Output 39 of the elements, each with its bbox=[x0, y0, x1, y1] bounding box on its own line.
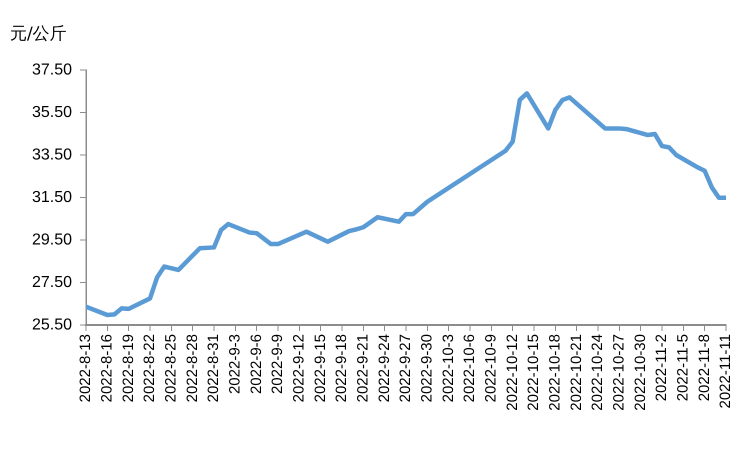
y-tick-label: 27.50 bbox=[32, 274, 72, 291]
x-tick-label: 2022-10-27 bbox=[610, 334, 628, 411]
x-tick-label: 2022-8-13 bbox=[77, 334, 94, 402]
x-tick-label: 2022-11-11 bbox=[717, 334, 734, 409]
x-tick-label: 2022-9-3 bbox=[226, 334, 244, 394]
x-tick-label: 2022-10-18 bbox=[546, 334, 564, 411]
x-tick-label: 2022-9-27 bbox=[397, 334, 414, 402]
x-tick-label: 2022-8-22 bbox=[141, 334, 158, 402]
x-tick-label: 2022-11-5 bbox=[674, 334, 692, 402]
x-tick-label: 2022-10-30 bbox=[632, 334, 649, 411]
x-tick-label: 2022-11-2 bbox=[653, 334, 670, 402]
x-tick-label: 2022-8-16 bbox=[98, 334, 116, 402]
y-tick-label: 35.50 bbox=[32, 104, 72, 121]
y-axis-title: 元/公斤 bbox=[10, 23, 67, 45]
x-tick-label: 2022-10-12 bbox=[504, 334, 521, 411]
x-tick-label: 2022-11-8 bbox=[696, 334, 713, 402]
x-tick-label: 2022-10-9 bbox=[482, 334, 500, 402]
x-tick-label: 2022-10-24 bbox=[589, 334, 606, 411]
x-tick-label: 2022-8-25 bbox=[162, 334, 180, 402]
y-tick-label: 31.50 bbox=[32, 188, 72, 206]
x-tick-label: 2022-10-3 bbox=[440, 334, 457, 402]
x-tick-label: 2022-8-28 bbox=[184, 334, 201, 402]
x-tick-label: 2022-8-31 bbox=[205, 334, 222, 402]
x-tick-label: 2022-10-21 bbox=[568, 334, 585, 411]
x-tick-label: 2022-9-15 bbox=[312, 334, 329, 402]
x-tick-label: 2022-10-15 bbox=[525, 334, 542, 411]
x-tick-label: 2022-8-19 bbox=[120, 334, 137, 402]
y-tick-label: 25.50 bbox=[32, 316, 72, 334]
x-tick-label: 2022-9-24 bbox=[376, 334, 393, 402]
x-tick-label: 2022-9-18 bbox=[333, 334, 350, 402]
y-tick-label: 37.50 bbox=[32, 61, 72, 78]
y-tick-label: 33.50 bbox=[32, 146, 72, 164]
x-tick-label: 2022-10-6 bbox=[461, 334, 478, 402]
x-tick-label: 2022-9-6 bbox=[248, 334, 265, 394]
x-tick-label: 2022-9-21 bbox=[354, 334, 372, 402]
x-tick-label: 2022-9-12 bbox=[290, 334, 308, 402]
x-tick-label: 2022-9-30 bbox=[418, 334, 436, 402]
y-tick-label: 29.50 bbox=[32, 231, 72, 248]
x-tick-label: 2022-9-9 bbox=[269, 334, 286, 394]
